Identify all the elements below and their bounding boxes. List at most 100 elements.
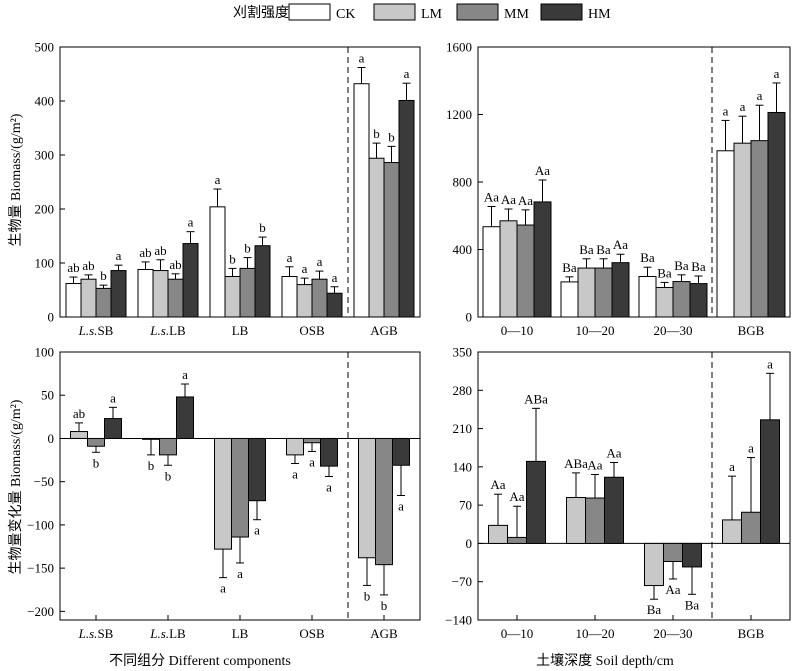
significance-label: Ba bbox=[691, 259, 706, 274]
x-tick-label: AGB bbox=[370, 626, 398, 641]
significance-label: a bbox=[254, 523, 260, 538]
bar-ck bbox=[482, 226, 501, 318]
top-ylabel: 生物量 Biomass/(g/m²) bbox=[8, 113, 24, 246]
bar-lm bbox=[644, 542, 664, 587]
bar-lm bbox=[488, 524, 508, 544]
significance-label: Ba bbox=[647, 602, 662, 617]
x-tick-label: L.s.LB bbox=[149, 323, 186, 338]
bar-lm bbox=[70, 431, 88, 439]
significance-label: b bbox=[93, 455, 100, 470]
significance-label: Ba bbox=[579, 242, 594, 257]
significance-label: ab bbox=[82, 258, 94, 273]
significance-label: ab bbox=[73, 406, 85, 421]
significance-label: Aa bbox=[587, 458, 602, 473]
significance-label: a bbox=[116, 248, 122, 263]
significance-label: a bbox=[292, 467, 298, 482]
bar-mm bbox=[750, 140, 769, 318]
x-tick-label: 10—20 bbox=[576, 626, 615, 641]
bottom-ylabel: 生物量变化量 Biomass/(g/m²) bbox=[8, 399, 24, 574]
bar-hm bbox=[104, 418, 122, 439]
y-tick-label: 50 bbox=[41, 388, 54, 403]
bar-hm bbox=[326, 292, 343, 318]
bar-lm bbox=[499, 220, 518, 318]
significance-label: a bbox=[309, 454, 315, 469]
bar-hm bbox=[392, 437, 410, 466]
y-tick-label: −200 bbox=[27, 604, 54, 619]
bar-mm bbox=[741, 511, 761, 544]
bar-hm bbox=[526, 460, 546, 544]
bar-lm bbox=[368, 157, 385, 318]
bar-ck bbox=[209, 206, 226, 318]
significance-label: Aa bbox=[518, 193, 533, 208]
bar-lm bbox=[224, 276, 241, 318]
y-tick-label: 1200 bbox=[446, 107, 472, 122]
bar-mm bbox=[167, 278, 184, 318]
bar-mm bbox=[516, 224, 535, 318]
bar-hm bbox=[533, 201, 552, 318]
significance-label: a bbox=[740, 99, 746, 114]
bar-ck bbox=[716, 150, 735, 318]
bar-lm bbox=[214, 437, 232, 550]
y-tick-label: 100 bbox=[35, 345, 55, 360]
bar-mm bbox=[375, 437, 393, 566]
x-tick-label: 0—10 bbox=[501, 626, 534, 641]
bottom-right-xlabel: 土壤深度 Soil depth/cm bbox=[536, 652, 674, 669]
legend: 刈割强度 CK LM MM HM bbox=[233, 3, 611, 22]
bar-mm bbox=[95, 287, 112, 318]
significance-label: Aa bbox=[535, 163, 550, 178]
significance-label: a bbox=[188, 215, 194, 230]
bar-lm bbox=[566, 496, 586, 544]
legend-label-mm: MM bbox=[504, 7, 529, 22]
bar-mm bbox=[585, 497, 605, 544]
y-tick-label: 210 bbox=[453, 421, 473, 436]
significance-label: b bbox=[373, 126, 380, 141]
y-tick-label: 0 bbox=[466, 310, 473, 325]
significance-label: b bbox=[381, 598, 388, 613]
significance-label: Ba bbox=[674, 258, 689, 273]
bar-hm bbox=[767, 111, 786, 318]
plot-frame-bottom-right bbox=[477, 351, 791, 621]
y-tick-label: −100 bbox=[27, 517, 54, 532]
bar-hm bbox=[398, 99, 415, 318]
significance-label: Aa bbox=[484, 189, 499, 204]
bar-lm bbox=[152, 270, 169, 318]
significance-label: Aa bbox=[665, 582, 680, 597]
bar-mm bbox=[672, 281, 691, 318]
y-tick-label: −50 bbox=[34, 474, 54, 489]
significance-label: ab bbox=[67, 260, 79, 275]
significance-label: a bbox=[182, 367, 188, 382]
bar-lm bbox=[296, 284, 313, 318]
legend-label-lm: LM bbox=[421, 7, 443, 22]
legend-label-hm: HM bbox=[588, 7, 611, 22]
legend-label-ck: CK bbox=[336, 7, 355, 22]
bar-hm bbox=[604, 476, 624, 544]
x-tick-label: OSB bbox=[299, 626, 325, 641]
bar-hm bbox=[760, 419, 780, 544]
bar-mm bbox=[87, 437, 105, 447]
bar-hm bbox=[682, 542, 702, 568]
significance-label: a bbox=[723, 103, 729, 118]
y-tick-label: 500 bbox=[35, 40, 55, 55]
y-tick-label: 280 bbox=[453, 383, 473, 398]
x-tick-label: AGB bbox=[370, 323, 398, 338]
significance-label: a bbox=[332, 270, 338, 285]
bar-mm bbox=[239, 267, 256, 318]
bar-mm bbox=[231, 437, 249, 538]
significance-label: a bbox=[110, 390, 116, 405]
x-tick-label: LB bbox=[232, 323, 249, 338]
significance-label: ABa bbox=[564, 456, 588, 471]
y-tick-label: −150 bbox=[27, 561, 54, 576]
bar-ck bbox=[638, 276, 657, 318]
bar-hm bbox=[176, 396, 194, 439]
bar-hm bbox=[689, 283, 708, 318]
x-tick-label: L.s.LB bbox=[149, 626, 186, 641]
significance-label: a bbox=[220, 581, 226, 596]
bar-lm bbox=[655, 286, 674, 318]
x-tick-label: BGB bbox=[738, 323, 765, 338]
legend-swatch-lm bbox=[373, 3, 416, 21]
bar-ck bbox=[281, 276, 298, 318]
bar-lm bbox=[286, 437, 304, 456]
significance-label: ABa bbox=[524, 391, 548, 406]
